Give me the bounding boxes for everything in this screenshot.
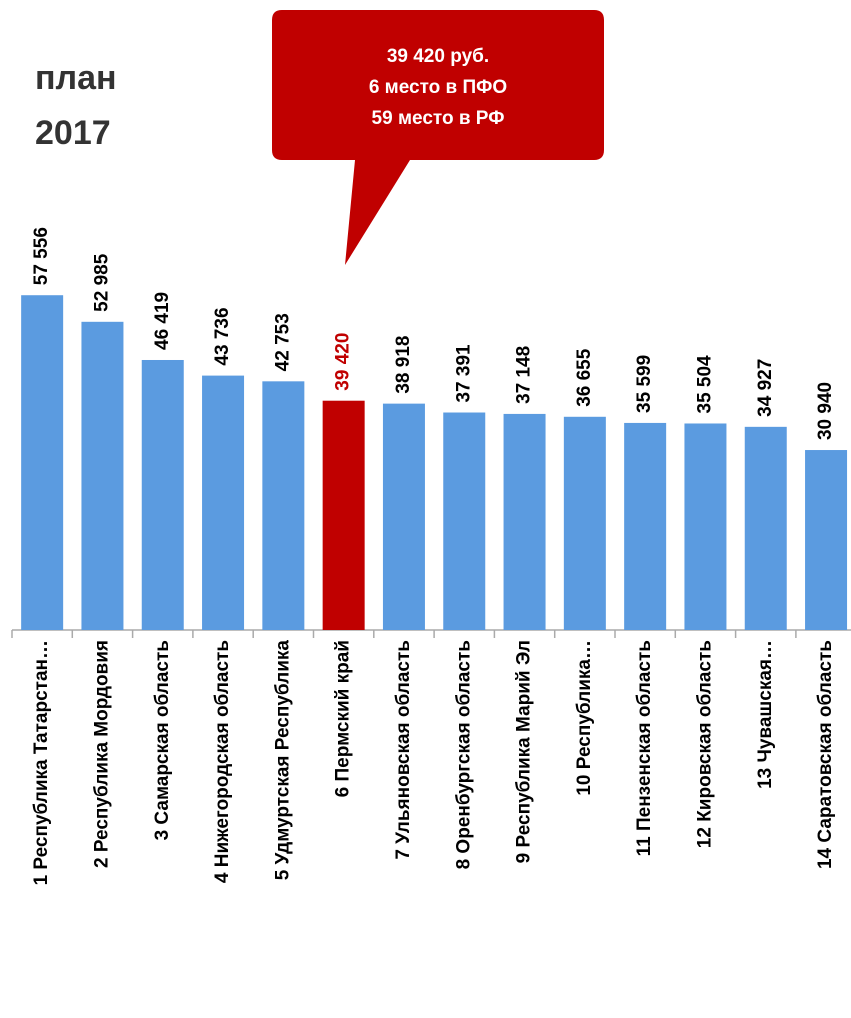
- x-tick-label: 9 Республика Марий Эл: [514, 640, 535, 863]
- x-tick-label: 7 Ульяновская область: [393, 640, 414, 860]
- value-label: 39 420: [333, 333, 354, 391]
- value-label: 35 599: [634, 355, 655, 413]
- x-tick-label: 10 Республика…: [574, 640, 595, 796]
- chart-title: план: [35, 59, 117, 97]
- bar: [744, 426, 787, 630]
- bar: [202, 375, 245, 630]
- bar: [805, 450, 848, 630]
- value-label: 34 927: [755, 359, 776, 417]
- value-label: 46 419: [152, 292, 173, 350]
- value-label: 57 556: [31, 227, 52, 285]
- x-tick-label: 13 Чувашская…: [755, 640, 776, 789]
- value-label: 37 148: [514, 346, 535, 404]
- value-label: 38 918: [393, 336, 414, 394]
- value-label: 43 736: [212, 307, 233, 365]
- x-tick-label: 8 Оренбургская область: [453, 640, 474, 869]
- bar: [21, 295, 64, 630]
- x-tick-label: 6 Пермский край: [333, 640, 354, 797]
- x-tick-label: 12 Кировская область: [694, 640, 715, 848]
- bar: [624, 422, 667, 630]
- x-tick-label: 11 Пензенская область: [634, 640, 655, 856]
- bar: [382, 403, 425, 630]
- x-tick-label: 3 Самарская область: [152, 640, 173, 840]
- bar: [503, 413, 546, 630]
- chart-title: 2017: [35, 114, 111, 152]
- callout-text: 39 420 руб.: [387, 46, 489, 67]
- value-label: 42 753: [272, 313, 293, 371]
- x-tick-label: 1 Республика Татарстан…: [31, 640, 52, 885]
- bar: [322, 400, 365, 630]
- x-tick-label: 4 Нижегородская область: [212, 640, 233, 883]
- value-label: 36 655: [574, 348, 595, 407]
- x-tick-label: 2 Республика Мордовия: [91, 640, 112, 868]
- bar: [262, 381, 305, 630]
- value-label: 52 985: [91, 253, 112, 312]
- bar: [141, 359, 184, 630]
- value-label: 35 504: [694, 355, 715, 414]
- bar: [443, 412, 486, 630]
- value-label: 30 940: [815, 382, 836, 440]
- callout: [272, 10, 604, 265]
- x-tick-label: 14 Саратовская область: [815, 640, 836, 869]
- callout-text: 59 место в РФ: [372, 108, 505, 129]
- callout-text: 6 место в ПФО: [369, 77, 507, 98]
- value-label: 37 391: [453, 344, 474, 403]
- bar: [563, 416, 606, 630]
- x-tick-label: 5 Удмуртская Республика: [272, 640, 293, 881]
- bar: [684, 423, 727, 630]
- bar: [81, 321, 124, 630]
